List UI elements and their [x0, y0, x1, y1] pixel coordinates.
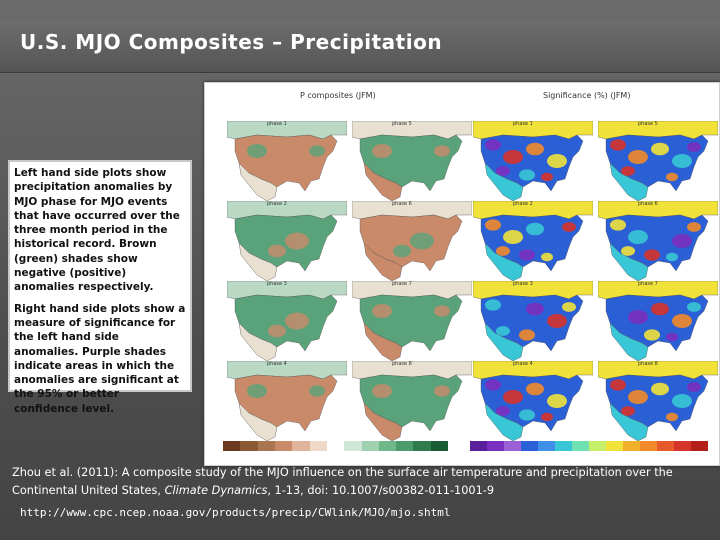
right-map-phase-label: phase 6	[638, 201, 658, 207]
colorbar-swatch	[657, 441, 674, 451]
right-map-phase-label: phase 5	[638, 121, 658, 127]
anomaly-colorbar	[223, 441, 449, 451]
colorbar-swatch	[292, 441, 310, 451]
citation-text: Zhou et al. (2011): A composite study of…	[12, 466, 673, 497]
left-map-phase-tile: phase 5	[352, 121, 472, 201]
colorbar-swatch	[430, 441, 449, 451]
right-map-phase-tile: phase 8	[598, 361, 718, 441]
colorbar-swatch	[223, 441, 241, 451]
colorbar-swatch	[326, 441, 345, 451]
left-map-graphic	[352, 121, 472, 201]
right-map-phase-tile: phase 4	[473, 361, 593, 441]
explanation-callout: Left hand side plots show precipitation …	[8, 160, 192, 415]
left-map-phase-tile: phase 3	[227, 281, 347, 361]
colorbar-swatch	[521, 441, 538, 451]
colorbar-swatch	[538, 441, 555, 451]
left-map-graphic	[352, 281, 472, 361]
left-map-phase-label: phase 6	[392, 201, 412, 207]
left-map-phase-label: phase 7	[392, 281, 412, 287]
right-map-graphic	[473, 281, 593, 361]
right-map-graphic	[598, 201, 718, 281]
left-map-phase-label: phase 8	[392, 361, 412, 367]
right-map-graphic	[473, 121, 593, 201]
left-panel-heading: P composites (JFM)	[300, 91, 376, 100]
right-map-graphic	[598, 361, 718, 441]
colorbar-swatch	[555, 441, 572, 451]
right-map-graphic	[473, 201, 593, 281]
left-map-graphic	[227, 201, 347, 281]
colorbar-swatch	[589, 441, 606, 451]
right-map-phase-label: phase 1	[513, 121, 533, 127]
right-map-phase-tile: phase 3	[473, 281, 593, 361]
colorbar-swatch	[344, 441, 362, 451]
colorbar-swatch	[257, 441, 275, 451]
callout-paragraph-left-plots: Left hand side plots show precipitation …	[14, 167, 180, 294]
colorbar-swatch	[606, 441, 623, 451]
right-map-phase-label: phase 2	[513, 201, 533, 207]
left-map-graphic	[352, 361, 472, 441]
right-map-phase-tile: phase 2	[473, 201, 593, 281]
colorbar-swatch	[470, 441, 487, 451]
right-map-phase-tile: phase 7	[598, 281, 718, 361]
left-map-phase-label: phase 1	[267, 121, 287, 127]
citation-details: , 1-13, doi: 10.1007/s00382-011-1001-9	[267, 484, 495, 497]
right-map-phase-tile: phase 1	[473, 121, 593, 201]
citation-journal: Climate Dynamics	[164, 484, 268, 497]
colorbar-swatch	[240, 441, 258, 451]
left-map-phase-tile: phase 4	[227, 361, 347, 441]
colorbar-swatch	[274, 441, 293, 451]
left-map-phase-label: phase 3	[267, 281, 287, 287]
colorbar-swatch	[396, 441, 414, 451]
colorbar-swatch	[504, 441, 521, 451]
colorbar-swatch	[378, 441, 397, 451]
left-map-phase-tile: phase 7	[352, 281, 472, 361]
left-map-graphic	[227, 361, 347, 441]
citation: Zhou et al. (2011): A composite study of…	[12, 464, 712, 500]
left-map-phase-label: phase 2	[267, 201, 287, 207]
colorbar-swatch	[691, 441, 708, 451]
right-map-phase-tile: phase 5	[598, 121, 718, 201]
colorbar-swatch	[309, 441, 327, 451]
left-map-phase-label: phase 4	[267, 361, 287, 367]
source-url[interactable]: http://www.cpc.ncep.noaa.gov/products/pr…	[20, 506, 451, 519]
right-map-phase-tile: phase 6	[598, 201, 718, 281]
left-map-phase-tile: phase 1	[227, 121, 347, 201]
colorbar-swatch	[361, 441, 379, 451]
figure-panel: P composites (JFM) Significance (%) (JFM…	[204, 82, 720, 466]
slide-title: U.S. MJO Composites – Precipitation	[20, 30, 443, 54]
colorbar-swatch	[487, 441, 504, 451]
left-map-phase-tile: phase 8	[352, 361, 472, 441]
right-map-phase-label: phase 3	[513, 281, 533, 287]
colorbar-swatch	[640, 441, 657, 451]
right-map-phase-label: phase 7	[638, 281, 658, 287]
right-map-graphic	[598, 281, 718, 361]
left-map-graphic	[227, 121, 347, 201]
right-map-phase-label: phase 8	[638, 361, 658, 367]
colorbar-swatch	[413, 441, 431, 451]
right-map-phase-label: phase 4	[513, 361, 533, 367]
colorbar-swatch	[572, 441, 589, 451]
left-map-graphic	[352, 201, 472, 281]
callout-paragraph-right-plots: Right hand side plots show a measure of …	[14, 302, 186, 415]
colorbar-swatch	[674, 441, 691, 451]
left-map-phase-tile: phase 2	[227, 201, 347, 281]
title-band	[0, 20, 720, 73]
left-map-graphic	[227, 281, 347, 361]
right-map-graphic	[473, 361, 593, 441]
significance-colorbar	[470, 441, 708, 451]
colorbar-swatch	[623, 441, 640, 451]
left-map-phase-tile: phase 6	[352, 201, 472, 281]
right-panel-heading: Significance (%) (JFM)	[543, 91, 631, 100]
right-map-graphic	[598, 121, 718, 201]
left-map-phase-label: phase 5	[392, 121, 412, 127]
